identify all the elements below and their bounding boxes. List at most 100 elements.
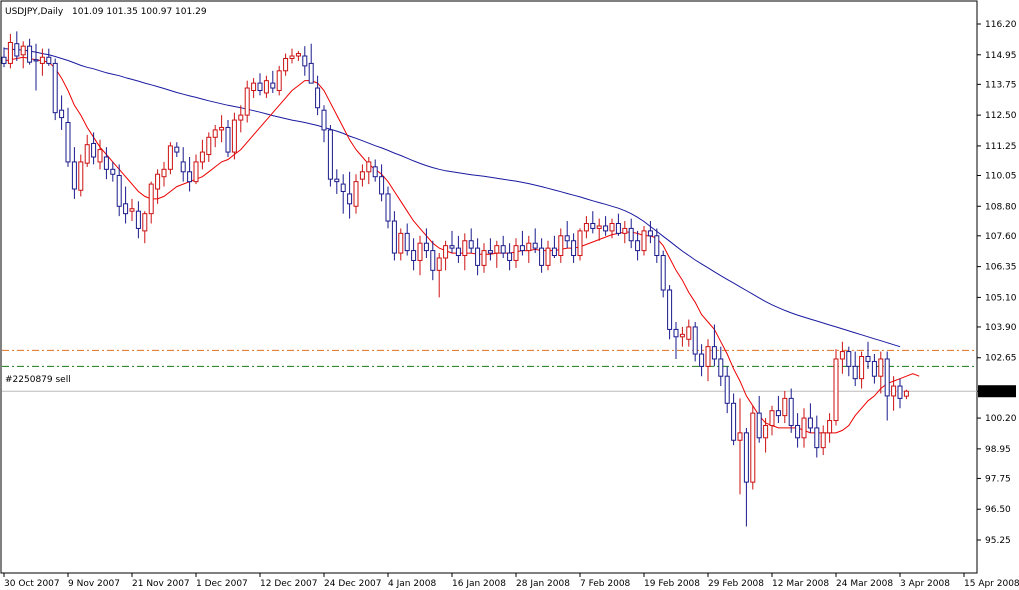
y-tick-label: 108.80 [985,202,1017,212]
x-tick-label: 19 Feb 2008 [644,579,700,589]
x-tick-label: 30 Oct 2007 [4,579,60,589]
candle [884,351,890,421]
y-tick-label: 103.90 [985,323,1017,333]
candle [558,228,564,263]
plot-frame [0,0,978,574]
candle [667,285,673,340]
candle [903,389,909,400]
candle [846,346,852,377]
candle-body [167,145,173,170]
candle [782,390,788,424]
ma-fast-line [3,56,920,434]
candle [206,132,212,162]
candle-body [327,129,333,180]
candle [539,238,545,273]
candle-body [475,247,481,266]
candle-body [219,126,225,131]
candle [244,80,250,123]
candle-body [865,356,871,362]
candle [686,319,692,347]
candle-body [859,356,865,380]
candle [532,228,538,254]
candle-body [27,45,33,63]
candle-body [334,178,340,183]
candle [878,351,884,394]
candle-body [641,230,647,252]
candle-body [827,420,833,434]
candle-body [206,136,212,156]
candle-body [839,351,845,360]
candle-body [468,240,474,249]
ohlc-readout: 101.09 101.35 100.97 101.29 [72,7,207,17]
ma-slow-line [3,48,901,348]
candle-body [263,80,269,94]
y-tick-label: 100.20 [985,414,1017,424]
candle [660,250,666,298]
candle-body [283,57,289,72]
candle [123,186,129,224]
candle-body [487,250,493,254]
candle [763,418,769,453]
candle-body [609,223,615,232]
candle-body [187,171,193,183]
candle-body [532,242,538,249]
candle [481,243,487,273]
candle-body [801,417,807,439]
y-tick-label: 105.10 [985,293,1017,303]
candle [423,228,429,258]
candle [97,139,103,170]
candle-body [775,410,781,417]
candle-body [251,82,257,92]
candle [103,147,109,180]
candle [84,134,90,167]
candle [807,403,813,433]
candle-body [782,397,788,417]
candle [327,124,333,187]
y-tick-label: 96.50 [985,505,1011,515]
candle-body [897,385,903,399]
candle [513,238,519,268]
candle [871,354,877,384]
candle-body [347,193,353,205]
price-levels [2,349,977,392]
candle-body [423,242,429,252]
order-label: #2250879 sell [5,375,71,385]
candle [289,48,295,64]
candle-body [123,203,129,215]
candle-body [820,432,826,449]
y-tick-label: 101.29 [985,387,1017,397]
candle [891,376,897,411]
candle [571,233,577,263]
candle-body [372,166,378,178]
candle [859,351,865,389]
candle-body [97,149,103,163]
candle [583,216,589,239]
candle-body [443,245,449,259]
y-tick-label: 111.25 [985,142,1017,152]
candle [59,95,65,130]
candle-body [302,55,308,67]
candle [1,47,7,68]
x-tick-label: 9 Nov 2007 [68,579,120,589]
candle [219,115,225,143]
candle-body [340,183,346,192]
candle-body [711,346,717,360]
candle [129,198,135,222]
candle-body [596,225,602,229]
candle-body [635,240,641,252]
candle [718,346,724,387]
candle [110,161,116,182]
candle-body [65,122,71,163]
candle [500,235,506,258]
candle-body [679,333,685,338]
candle-body [564,235,570,242]
candle-body [807,417,813,429]
candle [692,322,698,362]
candle-body [558,235,564,257]
candle-body [577,230,583,257]
candle [148,181,154,224]
candle-body [225,126,231,153]
candle [699,344,705,377]
